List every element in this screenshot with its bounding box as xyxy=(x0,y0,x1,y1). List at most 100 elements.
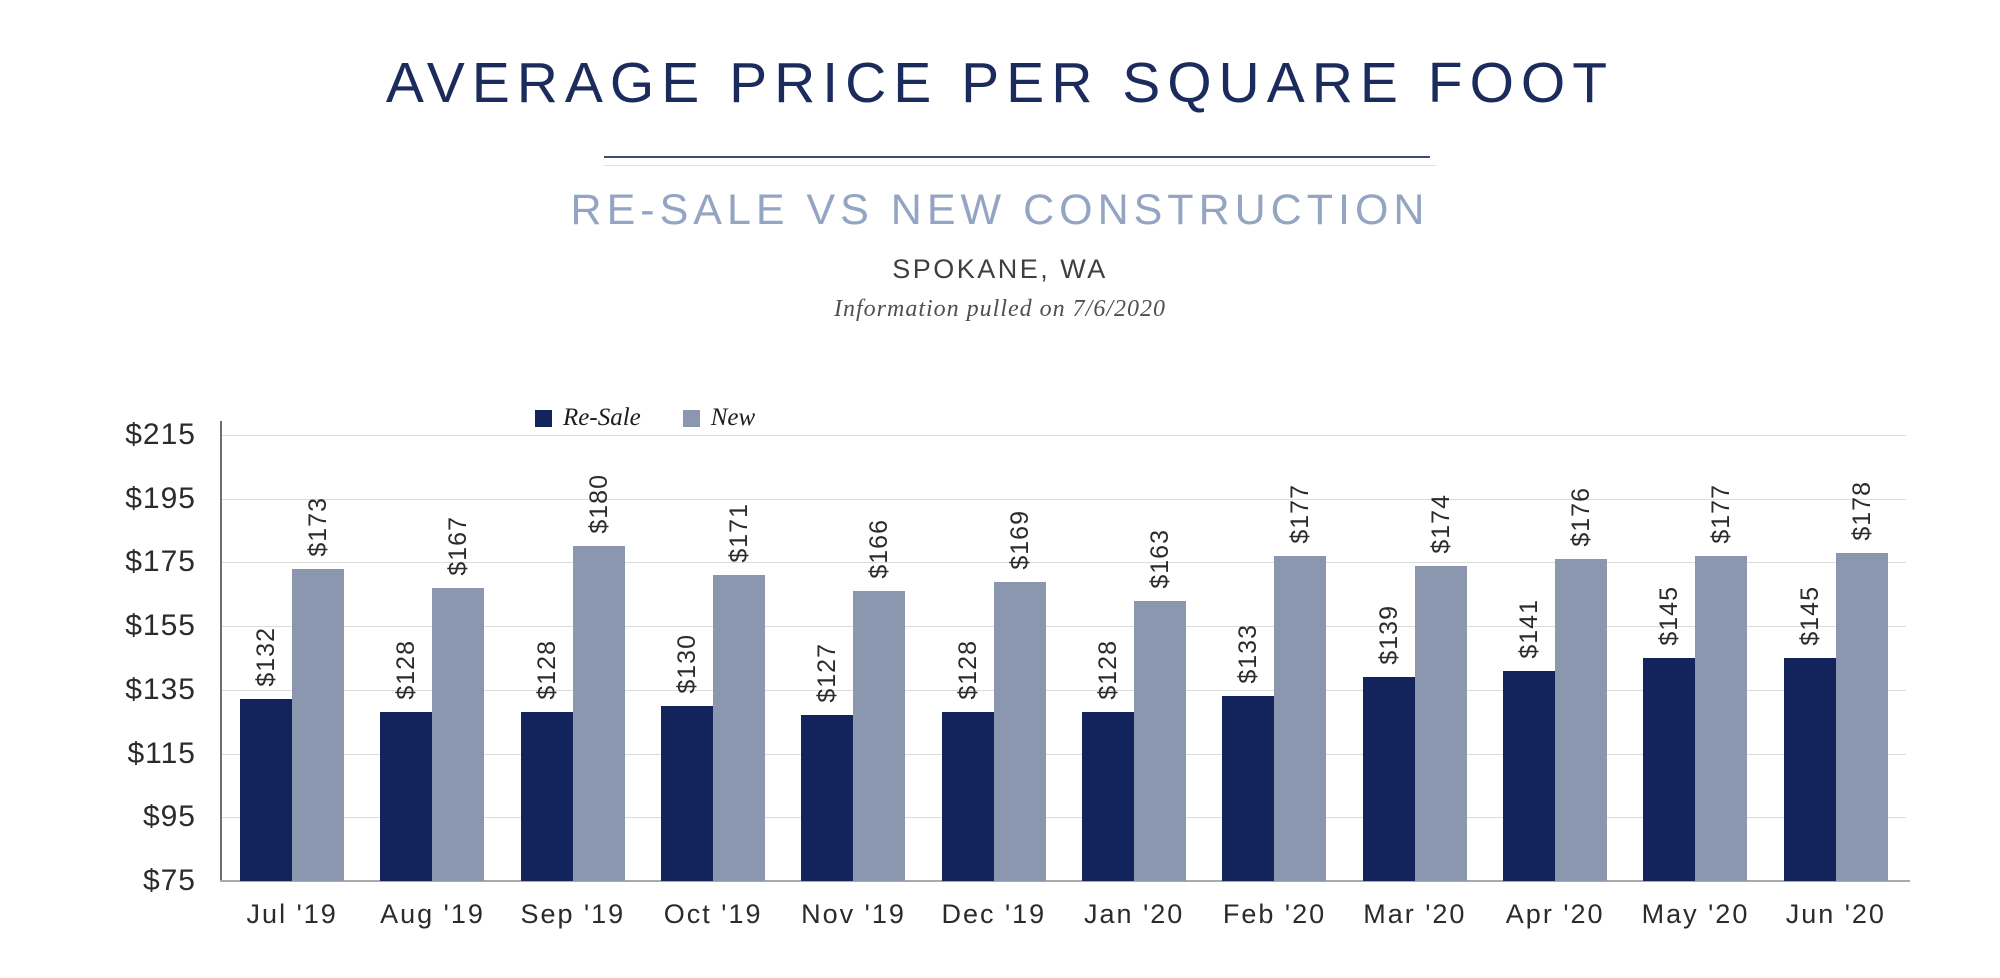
gridline xyxy=(222,754,1906,755)
x-axis-label: May '20 xyxy=(1641,899,1750,929)
bar-value-label: $141 xyxy=(1515,599,1544,659)
x-axis-baseline xyxy=(220,880,1910,882)
legend-item-new: New xyxy=(682,404,756,432)
resale-bar xyxy=(520,712,573,881)
resale-bar xyxy=(661,706,714,881)
resale-bar xyxy=(240,699,293,881)
bar-value-label: $130 xyxy=(673,634,702,694)
y-tick-label: $215 xyxy=(125,418,196,451)
bar-value-label: $173 xyxy=(304,497,333,557)
bar-value-label: $139 xyxy=(1374,605,1403,665)
gridline xyxy=(222,817,1906,818)
resale-bar xyxy=(1362,677,1415,881)
legend-item-resale: Re-Sale xyxy=(535,404,641,432)
gridline xyxy=(222,626,1906,627)
x-axis-label: Feb '20 xyxy=(1222,899,1327,929)
bar-group: $130 $171 xyxy=(643,435,783,881)
bar-value-label: $177 xyxy=(1286,484,1315,544)
resale-bar xyxy=(1082,712,1135,881)
bar-group: $145 $177 xyxy=(1625,435,1765,881)
bar-value-label: $145 xyxy=(1795,586,1824,646)
resale-bar xyxy=(801,715,854,881)
x-axis: Jul '19 Aug '19 Sep '19 Oct '19 Nov '19 Dec '… xyxy=(222,899,1906,939)
info-pulled-note: Information pulled on 7/6/2020 xyxy=(834,296,1166,322)
x-axis-label: Oct '19 xyxy=(663,899,763,929)
y-tick-label: $195 xyxy=(125,482,196,515)
bar-group: $128 $163 xyxy=(1064,435,1204,881)
bar-value-label: $178 xyxy=(1847,481,1876,541)
new-bar xyxy=(1414,566,1467,881)
bar-group: $132 $173 xyxy=(222,435,362,881)
title-divider-shadow xyxy=(604,165,1436,166)
new-bar xyxy=(713,575,766,881)
new-bar xyxy=(1274,556,1327,881)
y-axis: $215 $195 $175 $155 $135 $115 $95 $75 xyxy=(0,418,196,897)
x-axis-label: Sep '19 xyxy=(520,899,626,929)
bar-group: $127 $166 xyxy=(783,435,923,881)
y-tick-label: $95 xyxy=(142,800,196,833)
bar-value-label: $128 xyxy=(1094,640,1123,700)
x-axis-label: Aug '19 xyxy=(380,899,485,929)
page-title: AVERAGE PRICE PER SQUARE FOOT xyxy=(385,51,1615,115)
bar-value-label: $177 xyxy=(1707,484,1736,544)
bar-group: $128 $180 xyxy=(503,435,643,881)
new-bar xyxy=(292,569,345,881)
y-tick-label: $135 xyxy=(125,673,196,706)
new-bar xyxy=(1835,553,1888,881)
resale-bar xyxy=(1783,658,1836,881)
bar-value-label: $163 xyxy=(1146,529,1175,589)
bar-group: $128 $167 xyxy=(362,435,502,881)
bar-value-label: $128 xyxy=(532,640,561,700)
bar-group: $139 $174 xyxy=(1345,435,1485,881)
x-axis-label: Apr '20 xyxy=(1505,899,1605,929)
legend-label-new: New xyxy=(710,404,756,431)
new-bar xyxy=(1695,556,1748,881)
bar-value-label: $133 xyxy=(1234,624,1263,684)
bar-value-label: $171 xyxy=(725,503,754,563)
bar-value-label: $166 xyxy=(865,519,894,579)
new-bar xyxy=(572,546,625,881)
bar-value-label: $169 xyxy=(1005,510,1034,570)
y-tick-label: $75 xyxy=(142,864,196,897)
bar-value-label: $180 xyxy=(584,474,613,534)
page-subtitle: RE-SALE VS NEW CONSTRUCTION xyxy=(570,186,1430,234)
new-bar xyxy=(1555,559,1608,881)
resale-bar xyxy=(1222,696,1275,881)
x-axis-label: Dec '19 xyxy=(941,899,1047,929)
x-axis-label: Mar '20 xyxy=(1363,899,1467,929)
bar-value-label: $128 xyxy=(392,640,421,700)
bar-value-label: $174 xyxy=(1426,494,1455,554)
resale-bar xyxy=(1643,658,1696,881)
gridline xyxy=(222,435,1906,436)
gridline xyxy=(222,562,1906,563)
chart-legend: Re-Sale New xyxy=(535,404,755,432)
y-tick-label: $175 xyxy=(125,545,196,578)
resale-bar xyxy=(380,712,433,881)
y-axis-line xyxy=(220,421,222,881)
resale-bar xyxy=(941,712,994,881)
x-axis-label: Jul '19 xyxy=(246,899,338,929)
plot-area: $132 $173 $128 $167 $128 $180 $130 $171 $127 $166… xyxy=(220,421,1910,882)
resale-bar xyxy=(1503,671,1556,881)
bar-group: $145 $178 xyxy=(1766,435,1906,881)
location-label: SPOKANE, WA xyxy=(892,254,1108,284)
x-axis-label: Jun '20 xyxy=(1785,899,1886,929)
gridline xyxy=(222,499,1906,500)
bar-value-label: $132 xyxy=(252,627,281,687)
bar-group: $128 $169 xyxy=(924,435,1064,881)
bar-value-label: $145 xyxy=(1655,586,1684,646)
new-bar xyxy=(853,591,906,881)
bar-value-label: $127 xyxy=(813,643,842,703)
bar-group: $141 $176 xyxy=(1485,435,1625,881)
new-bar xyxy=(1134,601,1187,881)
bar-value-label: $176 xyxy=(1567,487,1596,547)
new-swatch-icon xyxy=(682,409,700,427)
x-axis-label: Nov '19 xyxy=(801,899,906,929)
gridline xyxy=(222,690,1906,691)
bar-value-label: $167 xyxy=(444,516,473,576)
y-tick-label: $115 xyxy=(127,737,196,770)
title-divider xyxy=(604,156,1430,158)
bar-group: $133 $177 xyxy=(1204,435,1344,881)
x-axis-label: Jan '20 xyxy=(1084,899,1185,929)
